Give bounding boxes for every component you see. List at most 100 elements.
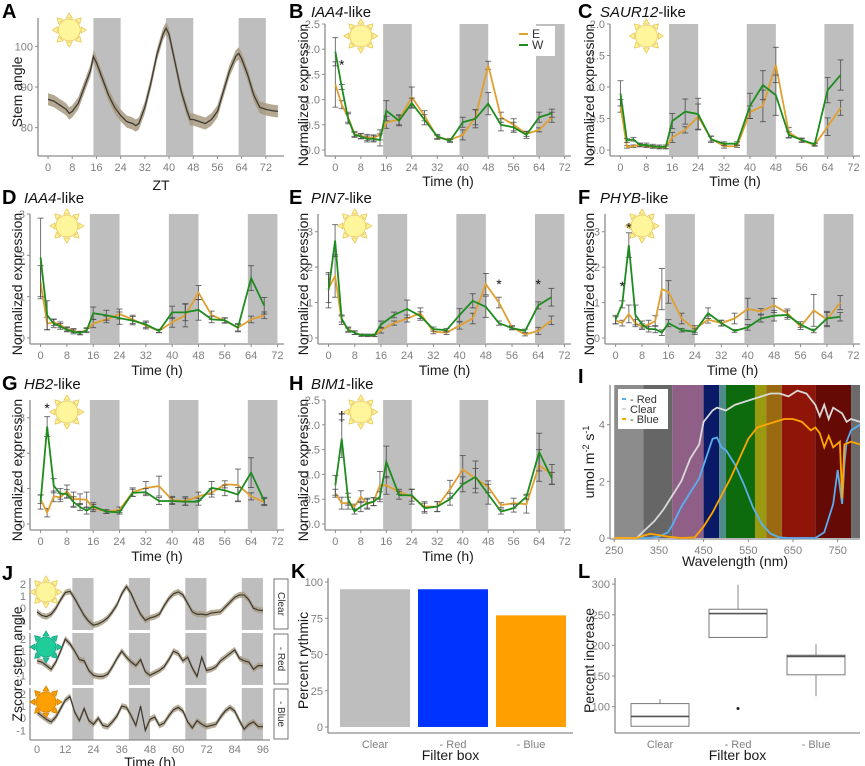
y-tick-label: 0 (594, 333, 600, 345)
sun-ray (372, 32, 379, 40)
y-axis-label-part: -2 (581, 444, 591, 452)
night-shading (247, 400, 278, 529)
x-axis-label: Wavelength (nm) (682, 553, 788, 569)
series-line-w (327, 240, 552, 337)
x-tick-label: 0 (38, 536, 44, 548)
x-tick-label: 60 (172, 744, 184, 756)
panel-label: C (578, 1, 592, 23)
y-tick-label: 1.0 (305, 95, 320, 107)
night-shading (459, 400, 489, 529)
sun-ray (42, 630, 50, 637)
sun-ray (372, 408, 379, 416)
sun-disc (35, 581, 57, 603)
y-tick-label: 2.0 (305, 44, 320, 56)
x-tick-label: 96 (257, 744, 269, 756)
x-tick-label: 48 (192, 536, 204, 548)
sun-ray (80, 26, 88, 34)
bar (418, 589, 488, 727)
sun-ray (54, 231, 62, 239)
x-tick-label: 56 (219, 350, 231, 362)
panel-b: 0.0 0.5 1.0 1.5 2.0 2.5 0 8 16 24 32 40 48 56 64 72 Time… (289, 1, 571, 189)
night-shading (168, 214, 199, 343)
y-tick-label: 0 (20, 713, 26, 725)
x-tick-label: 40 (744, 162, 756, 174)
sun-icon (343, 394, 379, 430)
y-tick-label: 150 (592, 671, 610, 683)
x-tick-label: 72 (200, 744, 212, 756)
spectrum-band (766, 385, 782, 538)
panel-label: G (2, 373, 18, 395)
x-tick-label: 0 (38, 350, 44, 362)
gene-title: PHYB-like (600, 190, 668, 207)
x-tick-label: 40 (166, 350, 178, 362)
sun-red-filter-icon (29, 630, 63, 664)
x-tick-label: 40 (457, 162, 469, 174)
y-tick-label: 1 (20, 646, 26, 658)
x-tick-label: 16 (90, 162, 102, 174)
sun-ray (63, 237, 71, 244)
sun-ray (56, 588, 63, 596)
x-tick-label: 450 (694, 545, 712, 557)
x-tick-label: 72 (847, 162, 859, 174)
x-axis-label: Time (h) (707, 362, 759, 378)
y-tick-label: 100 (592, 702, 610, 714)
sun-icon (343, 18, 379, 54)
sun-ray (651, 41, 659, 49)
x-tick-label: 0 (613, 350, 619, 362)
y-tick-label: 50 (311, 650, 323, 662)
x-tick-label: 0 (325, 350, 331, 362)
x-axis-label: ZT (152, 177, 170, 193)
y-tick-label: 0 (317, 722, 323, 734)
sun-ray (366, 417, 374, 425)
y-tick-label: 250 (592, 610, 610, 622)
sun-ray (633, 23, 641, 31)
sun-icon (51, 12, 88, 48)
y-tick-label: 0.0 (305, 145, 320, 157)
sun-ray (42, 685, 50, 692)
sun-ray (638, 208, 646, 215)
sun-ray (628, 32, 635, 40)
mean-line (36, 637, 263, 679)
sun-ray (29, 643, 36, 651)
y-tick-label: 100 (305, 577, 323, 589)
gene-name: PHYB (600, 190, 641, 207)
spectrum-line (614, 389, 861, 539)
gene-name: BIM1 (311, 376, 346, 393)
sun-ray (74, 17, 82, 25)
sun-ray (42, 712, 50, 719)
y-axis-label: Normalized expression (581, 213, 597, 355)
sun-clear-icon (29, 575, 63, 609)
spectrum-band (754, 385, 767, 538)
sun-ray (343, 408, 350, 416)
x-tick-label: 64 (245, 536, 257, 548)
x-tick-label: 48 (482, 536, 494, 548)
x-tick-label: 64 (532, 350, 544, 362)
y-tick-label: 2 (594, 262, 600, 274)
sun-ray (74, 35, 82, 43)
boxplot (786, 644, 846, 697)
gene-name: HB2 (24, 376, 54, 393)
x-tick-label: 250 (605, 545, 623, 557)
sun-ray (34, 690, 42, 698)
sun-ray (42, 657, 50, 664)
y-axis-label-part: umol m (581, 453, 597, 499)
sun-disc (349, 24, 373, 48)
sun-blue-filter-icon (29, 685, 63, 719)
sun-ray (49, 408, 56, 416)
gene-title: IAA4-like (24, 190, 84, 207)
y-axis-label: Normalized expression (295, 24, 311, 166)
series-line-e (334, 65, 553, 141)
panel-label: J (2, 563, 13, 585)
confidence-ribbon (48, 22, 278, 132)
sun-ray (366, 399, 374, 407)
x-axis-label: Time (h) (422, 173, 474, 189)
x-tick-label: 16 (375, 350, 387, 362)
series-w (325, 224, 555, 337)
y-axis-label-part: s (581, 434, 597, 445)
sun-ray (29, 588, 36, 596)
x-tick-label: 40 (163, 162, 175, 174)
spectrum-band (851, 385, 860, 538)
panel-label: B (289, 1, 303, 23)
